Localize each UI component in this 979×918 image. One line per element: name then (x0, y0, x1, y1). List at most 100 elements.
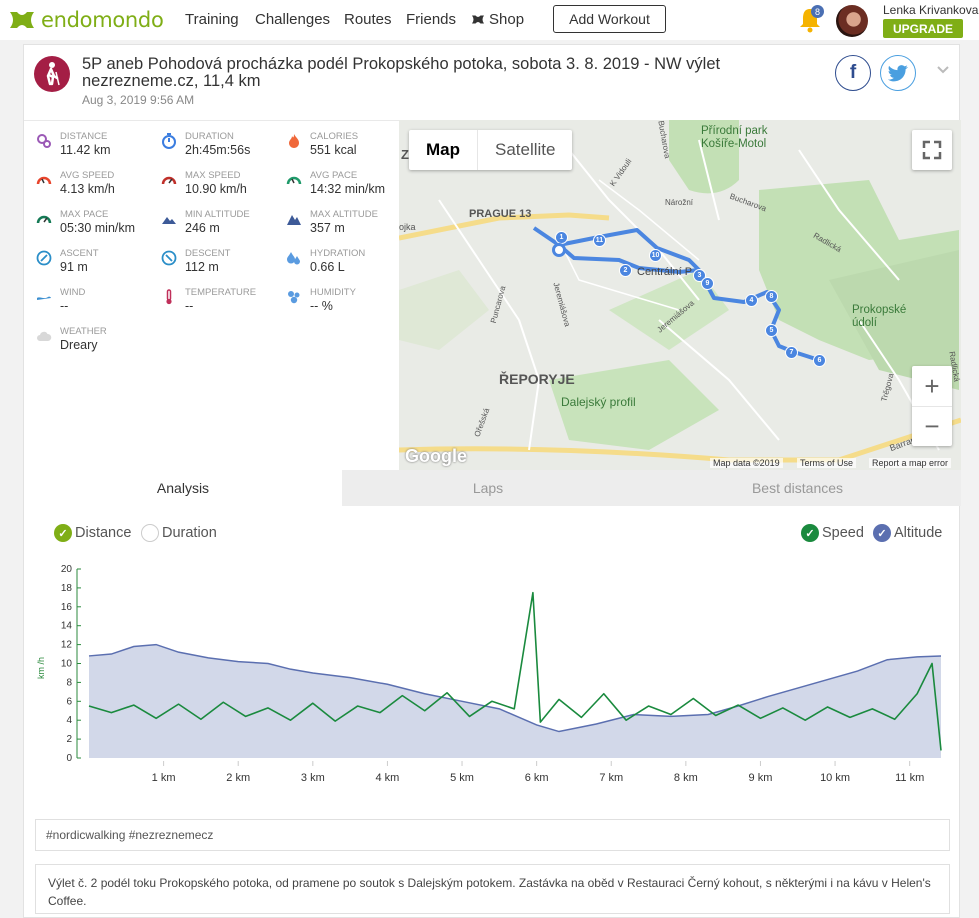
nav-shop[interactable]: Shop (470, 11, 524, 28)
route-marker-7[interactable]: 7 (785, 346, 798, 359)
map-label-reporyje: ŘEPORYJE (499, 371, 575, 387)
route-marker-11[interactable]: 11 (593, 234, 606, 247)
tab-analysis[interactable]: Analysis (24, 470, 342, 506)
map-label-ojka: ojka (399, 222, 416, 232)
x-tick-label: 6 km (525, 772, 549, 784)
route-marker-2[interactable]: 2 (619, 264, 632, 277)
route-start-pin-icon[interactable] (552, 243, 566, 257)
x-tick-label: 5 km (450, 772, 474, 784)
map-report-error-link[interactable]: Report a map error (869, 458, 952, 468)
stat-value: 551 kcal (310, 143, 357, 157)
altitude-line (88, 643, 942, 733)
stat-max-speed: MAX SPEED 10.90 km/h (161, 170, 281, 204)
workout-title: 5P aneb Pohodová procházka podél Prokops… (82, 55, 721, 90)
altitude-label: Altitude (894, 525, 943, 541)
stat-duration: DURATION 2h:45m:56s (161, 131, 281, 165)
user-avatar[interactable] (836, 5, 868, 37)
stat-value: Dreary (60, 338, 98, 352)
route-marker-4[interactable]: 4 (745, 294, 758, 307)
speed-toggle[interactable]: ✓ Speed (801, 524, 864, 542)
route-marker-10[interactable]: 10 (649, 249, 662, 262)
stats-panel: DISTANCE 11.42 km DURATION 2h:45m:56s CA… (24, 120, 399, 470)
stat-value: 0.66 L (310, 260, 345, 274)
map-type-toggle: Map Satellite (409, 130, 573, 170)
under-armour-icon (472, 15, 484, 24)
x-tick-label: 3 km (301, 772, 325, 784)
route-marker-5[interactable]: 5 (765, 324, 778, 337)
map-label-prague13: PRAGUE 13 (469, 208, 532, 220)
stat-temperature: TEMPERATURE -- (161, 287, 281, 321)
upgrade-button[interactable]: UPGRADE (883, 19, 963, 38)
stat-avg-speed: AVG SPEED 4.13 km/h (36, 170, 156, 204)
stat-value: 14:32 min/km (310, 182, 386, 196)
x-tick-label: 9 km (749, 772, 773, 784)
x-tick-label: 10 km (820, 772, 850, 784)
route-marker-6[interactable]: 6 (813, 354, 826, 367)
stat-label: WEATHER (60, 326, 107, 337)
radio-empty-icon (141, 524, 159, 542)
altitude-toggle[interactable]: ✓ Altitude (873, 524, 942, 542)
under-armour-logo-icon (10, 12, 34, 28)
analysis-chart: 0 2 4 6 8 10 12 14 16 18 20 km /h 1 km 2 km 3 km 4 km 5 … (24, 555, 961, 795)
hashtags-field[interactable]: #nordicwalking #nezreznemecz (35, 819, 950, 851)
chevron-down-icon[interactable] (936, 63, 950, 77)
stat-value: 357 m (310, 221, 345, 235)
y-tick-label: 6 (66, 696, 72, 707)
endomondo-logo[interactable]: endomondo (8, 8, 164, 32)
route-map[interactable]: PRAGUE 13 ŘEPORYJE Přírodní park Košíře-… (399, 120, 961, 470)
stat-label: CALORIES (310, 131, 359, 142)
stat-avg-pace: AVG PACE 14:32 min/km (286, 170, 406, 204)
zoom-controls: + − (912, 366, 952, 446)
mountain-icon (287, 215, 301, 225)
twitter-bird-icon (888, 64, 908, 81)
route-marker-9[interactable]: 9 (701, 277, 714, 290)
stat-value: 05:30 min/km (60, 221, 136, 235)
stat-label: DISTANCE (60, 131, 108, 142)
tab-best-distances[interactable]: Best distances (751, 480, 844, 496)
thermometer-icon (166, 289, 172, 305)
stat-label: MIN ALTITUDE (185, 209, 250, 220)
y-tick-label: 0 (66, 753, 72, 764)
y-tick-label: 2 (66, 734, 72, 745)
map-terms-link[interactable]: Terms of Use (797, 458, 857, 468)
map-type-map-button[interactable]: Map (426, 140, 460, 159)
stat-value: 10.90 km/h (185, 182, 247, 196)
nav-routes[interactable]: Routes (344, 11, 392, 28)
tab-laps[interactable]: Laps (472, 480, 504, 496)
map-label-centralni: Centrální P (637, 266, 693, 278)
username[interactable]: Lenka Krivankova (883, 3, 979, 17)
nav-friends[interactable]: Friends (406, 11, 457, 28)
workout-description[interactable]: Výlet č. 2 podél toku Prokopského potoka… (35, 864, 950, 914)
x-tick-label: 2 km (226, 772, 250, 784)
facebook-share-button[interactable]: f (835, 55, 871, 91)
flame-icon (289, 134, 299, 148)
twitter-share-button[interactable] (880, 55, 916, 91)
stat-label: MAX PACE (60, 209, 109, 220)
speed-line (88, 591, 942, 751)
altitude-area (89, 644, 941, 758)
fullscreen-button[interactable] (912, 130, 952, 170)
nav-challenges[interactable]: Challenges (255, 11, 331, 28)
stat-distance: DISTANCE 11.42 km (36, 131, 156, 165)
stat-label: WIND (60, 287, 86, 298)
top-navbar: endomondo Training Challenges Routes Fri… (0, 0, 979, 40)
x-tick-label: 11 km (895, 772, 924, 784)
nav-training[interactable]: Training (185, 11, 239, 28)
duration-toggle[interactable]: Duration (141, 524, 217, 542)
add-workout-button[interactable]: Add Workout (553, 5, 666, 33)
distance-toggle[interactable]: ✓ Distance (54, 524, 131, 542)
stat-value: 11.42 km (60, 143, 111, 157)
y-tick-label: 4 (66, 715, 72, 726)
stat-wind: WIND -- (36, 287, 156, 321)
stat-max-pace: MAX PACE 05:30 min/km (36, 209, 156, 243)
route-marker-1[interactable]: 1 (555, 231, 568, 244)
route-marker-8[interactable]: 8 (765, 290, 778, 303)
fullscreen-icon (922, 140, 942, 160)
chart-svg: 0 2 4 6 8 10 12 14 16 18 20 km /h 1 km 2 km 3 km 4 km 5 … (36, 564, 942, 784)
zoom-in-button[interactable]: + (924, 370, 940, 401)
nav-shop-label: Shop (489, 11, 525, 28)
speedometer-icon (161, 176, 177, 185)
nordic-walking-icon (34, 56, 70, 92)
map-type-satellite-button[interactable]: Satellite (477, 130, 572, 170)
zoom-out-button[interactable]: − (912, 406, 952, 446)
